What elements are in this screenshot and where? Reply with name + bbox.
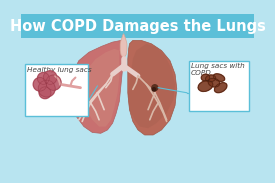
Polygon shape xyxy=(70,40,124,133)
Text: Healthy lung sacs: Healthy lung sacs xyxy=(27,67,92,73)
Ellipse shape xyxy=(208,78,220,87)
Ellipse shape xyxy=(37,72,49,84)
Polygon shape xyxy=(128,40,177,135)
Polygon shape xyxy=(128,44,175,128)
Polygon shape xyxy=(82,49,119,127)
Polygon shape xyxy=(120,34,127,59)
Text: Lung sacs with
COPD: Lung sacs with COPD xyxy=(191,63,245,76)
Ellipse shape xyxy=(198,81,213,92)
Ellipse shape xyxy=(46,75,61,90)
Ellipse shape xyxy=(38,80,55,97)
Ellipse shape xyxy=(39,87,51,99)
Bar xyxy=(21,14,254,38)
Ellipse shape xyxy=(205,75,216,82)
Ellipse shape xyxy=(33,78,47,91)
Ellipse shape xyxy=(201,74,210,81)
Circle shape xyxy=(152,85,158,91)
Ellipse shape xyxy=(214,83,227,93)
Ellipse shape xyxy=(213,74,225,81)
Bar xyxy=(189,61,249,111)
Ellipse shape xyxy=(43,71,57,84)
Circle shape xyxy=(152,88,156,91)
Text: How COPD Damages the Lungs: How COPD Damages the Lungs xyxy=(10,18,265,33)
Bar xyxy=(25,64,88,116)
